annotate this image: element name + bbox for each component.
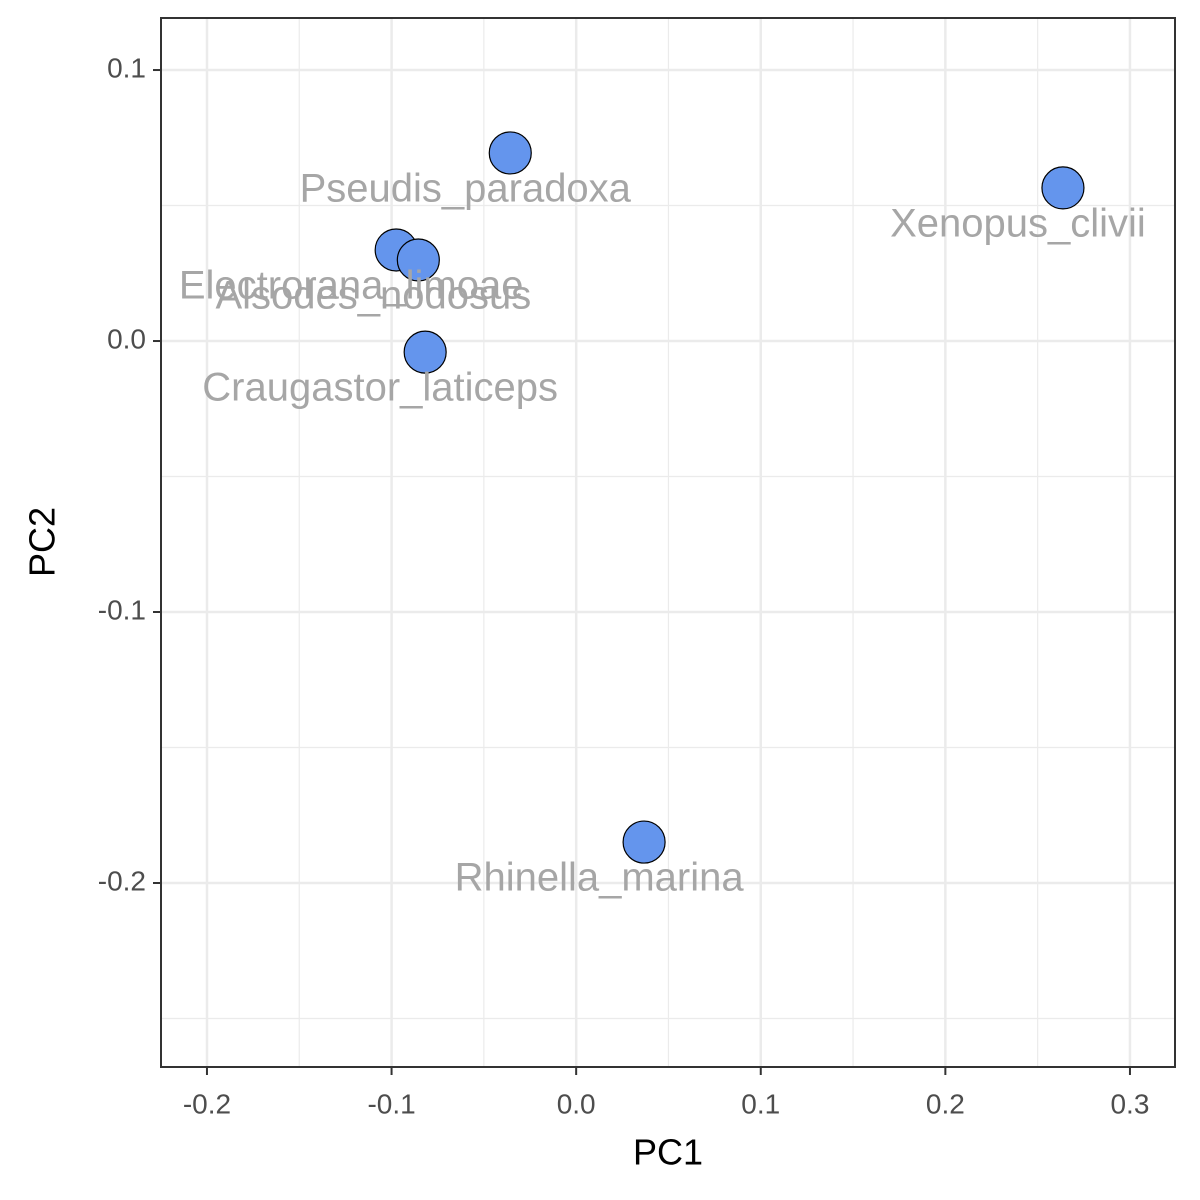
grid [161, 18, 1175, 1067]
x-tick-label: 0.1 [741, 1088, 780, 1119]
point [1041, 166, 1085, 210]
point [488, 131, 532, 175]
axes: -0.2 -0.1 0.0 0.1 0.2 0.3 -0.2 -0.1 0.0 0.1 [98, 52, 1150, 1119]
y-tick-label: -0.1 [98, 594, 146, 625]
point-label: Rhinella_marina [455, 856, 745, 900]
point [622, 820, 666, 864]
x-tick-label: -0.2 [183, 1088, 231, 1119]
x-tick-label: -0.1 [367, 1088, 415, 1119]
point [403, 330, 447, 374]
y-tick-label: 0.1 [107, 52, 146, 83]
point-label: Craugastor_laticeps [202, 366, 558, 410]
x-axis-title: PC1 [633, 1132, 703, 1173]
y-axis-title: PC2 [22, 507, 63, 577]
point [396, 238, 440, 282]
panel-border [160, 17, 1176, 1068]
y-tick-label: -0.2 [98, 865, 146, 896]
x-tick-label: 0.2 [926, 1088, 965, 1119]
x-tick-label: 0.3 [1110, 1088, 1149, 1119]
plot-area: Pseudis_paradoxa Xenopus_clivii Electroran… [179, 131, 1146, 900]
point-label: Alsodes_nodosus [215, 274, 531, 318]
y-tick-label: 0.0 [107, 323, 146, 354]
point-label: Xenopus_clivii [890, 201, 1146, 245]
point-label: Pseudis_paradoxa [300, 167, 632, 211]
point-label: Electrorana_limoae [179, 264, 524, 308]
x-tick-label: 0.0 [557, 1088, 596, 1119]
